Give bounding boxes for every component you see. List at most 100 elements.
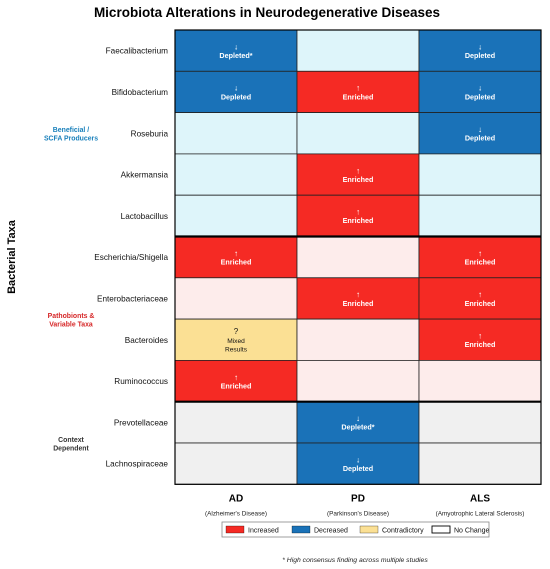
cell-label: Enriched bbox=[221, 257, 252, 266]
cell-escherichia-shigella-pd bbox=[296, 236, 420, 279]
cell-label: Enriched bbox=[465, 299, 496, 308]
cell-label: Depleted bbox=[343, 464, 373, 473]
row-label-faecalibacterium: Faecalibacterium bbox=[106, 47, 169, 56]
legend-swatch-increased bbox=[225, 525, 245, 534]
cell-arrow: ↑ bbox=[234, 373, 238, 382]
cell-label: Mixed bbox=[227, 338, 245, 345]
cell-label: Depleted bbox=[465, 134, 495, 143]
cell-roseburia-ad bbox=[174, 112, 298, 155]
group-label: Context bbox=[58, 437, 84, 444]
cell-arrow: ↓ bbox=[478, 125, 482, 134]
cell-lachnospiraceae-pd bbox=[296, 442, 420, 485]
legend-label-increased: Increased bbox=[248, 527, 279, 534]
row-label-roseburia: Roseburia bbox=[131, 129, 169, 138]
row-label-bifidobacterium: Bifidobacterium bbox=[112, 88, 169, 97]
cell-enterobacteriaceae-als bbox=[418, 277, 542, 320]
cell-arrow: ↑ bbox=[356, 208, 360, 217]
row-label-lactobacillus: Lactobacillus bbox=[121, 212, 168, 221]
chart-title: Microbiota Alterations in Neurodegenerat… bbox=[94, 5, 440, 20]
cell-arrow: ↑ bbox=[478, 290, 482, 299]
cell-label: Depleted bbox=[465, 92, 495, 101]
cell-lachnospiraceae-als bbox=[418, 442, 542, 485]
cell-prevotellaceae-ad bbox=[174, 401, 298, 444]
cell-lachnospiraceae-ad bbox=[174, 442, 298, 485]
group-label: Dependent bbox=[53, 445, 89, 452]
cell-label: Enriched bbox=[465, 257, 496, 266]
cell-lactobacillus-pd bbox=[296, 194, 420, 237]
cell-bacteroides-pd bbox=[296, 318, 420, 361]
grid-border bbox=[174, 29, 542, 485]
cell-enterobacteriaceae-ad bbox=[174, 277, 298, 320]
cell-arrow: ↓ bbox=[356, 455, 360, 464]
cell-label: Enriched bbox=[343, 299, 374, 308]
column-sublabel-als: (Amyotrophic Lateral Sclerosis) bbox=[436, 510, 525, 517]
legend-swatch-decreased bbox=[291, 525, 311, 534]
row-label-lachnospiraceae: Lachnospiraceae bbox=[106, 460, 169, 469]
group-label: SCFA Producers bbox=[44, 136, 98, 143]
legend-label-decreased: Decreased bbox=[314, 527, 348, 534]
cell-label: Enriched bbox=[465, 340, 496, 349]
group-label: Beneficial / bbox=[53, 127, 89, 134]
cell-label: Enriched bbox=[221, 381, 252, 390]
y-axis-label: Bacterial Taxa bbox=[6, 219, 18, 294]
column-label-pd: PD bbox=[351, 493, 365, 504]
cell-faecalibacterium-pd bbox=[296, 29, 420, 72]
cell-lactobacillus-ad bbox=[174, 194, 298, 237]
column-labels: AD (Alzheimer's Disease) PD (Parkinson's Di… bbox=[205, 493, 524, 517]
legend-label-contradictory: Contradictory bbox=[382, 527, 424, 534]
cell-bacteroides-als bbox=[418, 318, 542, 361]
cell-arrow: ↑ bbox=[234, 249, 238, 258]
legend-label-none: No Change bbox=[454, 527, 490, 534]
column-sublabel-ad: (Alzheimer's Disease) bbox=[205, 510, 267, 517]
row-label-akkermansia: Akkermansia bbox=[121, 171, 169, 180]
cell-akkermansia-pd bbox=[296, 153, 420, 196]
cell-arrow: ? bbox=[234, 327, 239, 336]
group-label: Pathobionts & bbox=[48, 313, 95, 320]
cell-ruminococcus-als bbox=[418, 359, 542, 403]
cell-faecalibacterium-als bbox=[418, 29, 542, 72]
cell-arrow: ↑ bbox=[478, 249, 482, 258]
cell-label: Depleted bbox=[465, 51, 495, 60]
cell-roseburia-als bbox=[418, 112, 542, 155]
cell-arrow: ↓ bbox=[478, 42, 482, 51]
cell-prevotellaceae-als bbox=[418, 401, 542, 444]
footnote: * High consensus finding across multiple… bbox=[282, 557, 428, 564]
group-label: Variable Taxa bbox=[49, 321, 93, 328]
column-label-ad: AD bbox=[229, 493, 243, 504]
column-label-als: ALS bbox=[470, 493, 490, 504]
cell-akkermansia-ad bbox=[174, 153, 298, 196]
cell-arrow: ↓ bbox=[356, 414, 360, 423]
cell-arrow: ↑ bbox=[356, 290, 360, 299]
row-label-enterobacteriaceae: Enterobacteriaceae bbox=[97, 294, 168, 303]
legend-swatch-contradictory bbox=[359, 525, 379, 534]
cell-label: Enriched bbox=[343, 92, 374, 101]
legend: Increased Decreased Contradictory No Change bbox=[221, 521, 490, 538]
cell-arrow: ↓ bbox=[234, 42, 238, 51]
cell-lactobacillus-als bbox=[418, 194, 542, 237]
cell-arrow: ↑ bbox=[356, 84, 360, 93]
row-label-prevotellaceae: Prevotellaceae bbox=[114, 418, 169, 427]
cell-label: Enriched bbox=[343, 175, 374, 184]
cell-akkermansia-als bbox=[418, 153, 542, 196]
row-label-escherichia-shigella: Escherichia/Shigella bbox=[94, 253, 168, 262]
legend-box bbox=[221, 521, 490, 538]
heatmap-cells: ↓Depleted*↓Depleted↓Depleted↑Enriched↓De… bbox=[174, 29, 542, 485]
cell-label: Enriched bbox=[343, 216, 374, 225]
cell-faecalibacterium-ad bbox=[174, 29, 298, 72]
cell-label: Depleted bbox=[221, 92, 251, 101]
cell-label: Depleted* bbox=[219, 51, 252, 60]
legend-swatch-none bbox=[431, 525, 451, 534]
cell-arrow: ↓ bbox=[234, 84, 238, 93]
cell-ruminococcus-pd bbox=[296, 359, 420, 403]
row-labels: Faecalibacterium Bifidobacterium Roseburia… bbox=[94, 47, 168, 469]
cell-enterobacteriaceae-pd bbox=[296, 277, 420, 320]
row-label-ruminococcus: Ruminococcus bbox=[114, 377, 168, 386]
cell-label: Depleted* bbox=[341, 423, 374, 432]
row-label-bacteroides: Bacteroides bbox=[125, 336, 168, 345]
cell-arrow: ↑ bbox=[478, 331, 482, 340]
column-sublabel-pd: (Parkinson's Disease) bbox=[327, 510, 389, 517]
cell-arrow: ↓ bbox=[478, 84, 482, 93]
cell-prevotellaceae-pd bbox=[296, 401, 420, 444]
cell-label: Results bbox=[225, 346, 248, 353]
